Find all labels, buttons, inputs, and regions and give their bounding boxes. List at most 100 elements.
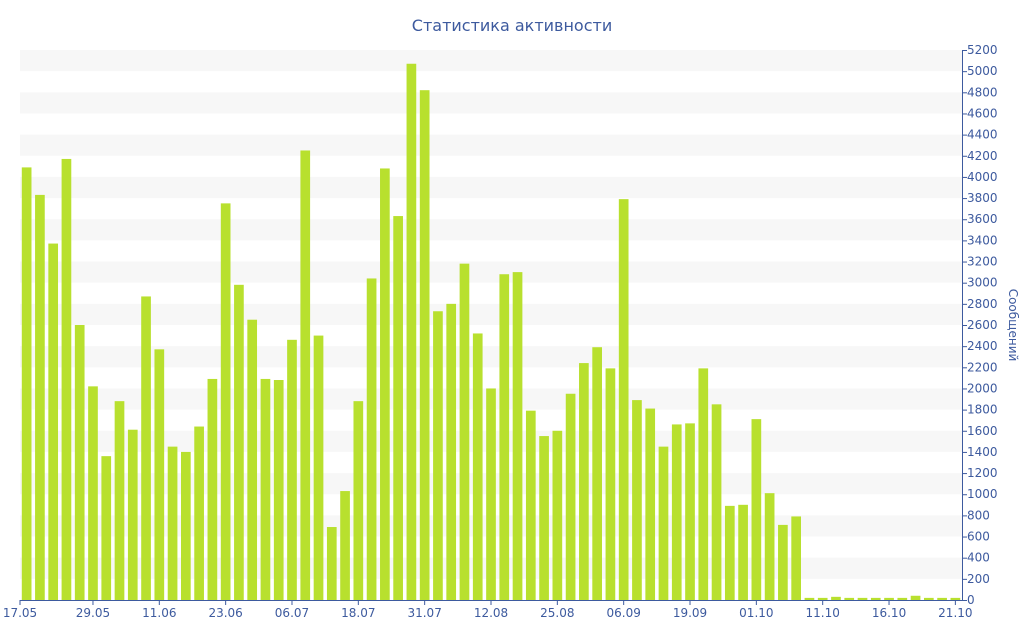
bar[interactable]: [486, 388, 496, 600]
bar[interactable]: [751, 419, 762, 600]
grid-band: [20, 303, 962, 325]
bar[interactable]: [234, 284, 244, 600]
bar[interactable]: [406, 63, 417, 600]
bar[interactable]: [141, 296, 151, 600]
bar[interactable]: [738, 504, 748, 600]
bar[interactable]: [857, 597, 868, 600]
x-tick-labels: 17.05 29.05 11.06 23.06 06.07 18.07 31.07 12.08…: [3, 600, 973, 620]
bar[interactable]: [300, 150, 311, 601]
chart-title: Статистика активности: [412, 16, 612, 35]
bar[interactable]: [273, 380, 284, 600]
x-tick-label: 01.10: [739, 606, 773, 620]
bar[interactable]: [340, 491, 350, 600]
x-tick-label: 31.07: [407, 606, 441, 620]
bar[interactable]: [791, 516, 801, 600]
y-tick-label: 5200: [967, 43, 998, 57]
bar[interactable]: [366, 278, 377, 600]
bar[interactable]: [565, 393, 576, 600]
bar[interactable]: [724, 505, 735, 600]
bar[interactable]: [446, 303, 457, 600]
bar[interactable]: [632, 400, 642, 600]
bar[interactable]: [167, 446, 178, 600]
bar[interactable]: [353, 401, 364, 600]
bar[interactable]: [207, 378, 218, 600]
bar[interactable]: [419, 90, 430, 600]
bar[interactable]: [433, 311, 443, 600]
y-tick-label: 2400: [967, 339, 998, 353]
x-tick-label: 18.07: [341, 606, 375, 620]
bar[interactable]: [870, 597, 881, 600]
bar[interactable]: [499, 274, 510, 600]
bar[interactable]: [21, 167, 32, 600]
bar[interactable]: [923, 597, 934, 600]
bar[interactable]: [910, 595, 921, 600]
bar[interactable]: [645, 408, 656, 600]
bar[interactable]: [778, 524, 788, 600]
bar[interactable]: [326, 527, 337, 600]
bar[interactable]: [181, 451, 191, 600]
bar[interactable]: [472, 333, 483, 600]
y-tick-label: 4000: [967, 170, 998, 184]
bar[interactable]: [605, 368, 616, 600]
bar[interactable]: [287, 339, 297, 600]
bar[interactable]: [844, 597, 855, 600]
bar[interactable]: [579, 363, 589, 600]
bar[interactable]: [937, 597, 947, 600]
bar[interactable]: [35, 194, 45, 600]
bar[interactable]: [539, 436, 549, 600]
y-tick-label: 3800: [967, 191, 998, 205]
bar[interactable]: [48, 243, 59, 600]
bar[interactable]: [512, 272, 523, 600]
bar[interactable]: [618, 199, 629, 600]
grid-band: [20, 261, 962, 283]
y-tick-label: 3200: [967, 255, 998, 269]
x-tick-label: 21.10: [938, 606, 972, 620]
y-tick-label: 1000: [967, 487, 998, 501]
bar[interactable]: [804, 597, 815, 600]
y-tick-label: 200: [967, 572, 990, 586]
bar[interactable]: [897, 597, 908, 600]
y-tick-label: 400: [967, 551, 990, 565]
bar[interactable]: [817, 597, 828, 600]
grid-band: [20, 219, 962, 241]
bar[interactable]: [685, 423, 695, 600]
bar[interactable]: [101, 456, 112, 600]
bar[interactable]: [525, 410, 536, 600]
y-tick-label: 3600: [967, 212, 998, 226]
bar[interactable]: [671, 424, 682, 600]
bar[interactable]: [247, 319, 258, 600]
bar[interactable]: [459, 263, 470, 600]
bars: [21, 63, 961, 601]
bar[interactable]: [393, 216, 403, 600]
bar[interactable]: [220, 203, 231, 600]
bar[interactable]: [658, 446, 669, 600]
bar[interactable]: [61, 158, 72, 600]
bar[interactable]: [127, 429, 138, 600]
bar[interactable]: [260, 378, 271, 600]
bar[interactable]: [552, 430, 563, 600]
x-tick-label: 17.05: [3, 606, 37, 620]
bar[interactable]: [884, 597, 894, 600]
y-tick-label: 0: [967, 593, 975, 607]
bar[interactable]: [592, 347, 602, 600]
bar[interactable]: [313, 335, 324, 600]
bar[interactable]: [711, 404, 722, 600]
bar[interactable]: [831, 596, 841, 600]
bar[interactable]: [764, 493, 775, 600]
y-tick-label: 2600: [967, 318, 998, 332]
bar[interactable]: [194, 426, 204, 600]
bar[interactable]: [114, 401, 125, 600]
bar[interactable]: [380, 168, 390, 600]
y-tick-label: 3400: [967, 233, 998, 247]
bar[interactable]: [88, 386, 98, 600]
y-tick-label: 2000: [967, 381, 998, 395]
y-tick-label: 2200: [967, 360, 998, 374]
grid-band: [20, 92, 962, 114]
bar[interactable]: [154, 349, 165, 600]
y-tick-label: 800: [967, 508, 990, 522]
y-tick-label: 2800: [967, 297, 998, 311]
bar[interactable]: [950, 597, 961, 600]
y-tick-label: 1600: [967, 424, 998, 438]
bar[interactable]: [698, 368, 709, 600]
bar[interactable]: [74, 325, 85, 600]
